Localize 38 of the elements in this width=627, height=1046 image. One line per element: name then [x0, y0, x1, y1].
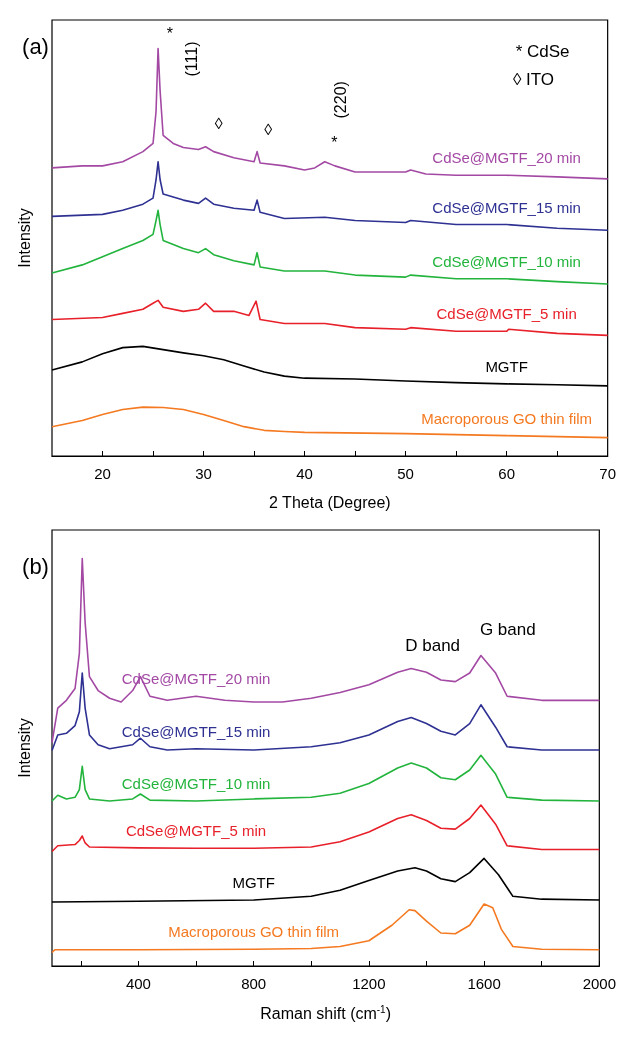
series-label: CdSe@MGTF_15 min: [432, 198, 581, 216]
x-tick-label: 30: [195, 465, 212, 482]
series-label: MGTF: [232, 873, 275, 891]
series-label: CdSe@MGTF_20 min: [432, 149, 581, 167]
x-tick-label: 800: [241, 975, 267, 992]
annotation: (111): [182, 41, 200, 77]
annotation: (220): [332, 81, 350, 119]
text: *: [166, 25, 174, 42]
annotation: ◊: [264, 120, 273, 138]
x-tick-label: 2000: [582, 975, 616, 992]
x-tick-label: 1600: [467, 975, 501, 992]
annotation: * CdSe: [515, 41, 570, 61]
series-label: CdSe@MGTF_5 min: [125, 822, 267, 840]
annotation: ◊: [214, 115, 223, 133]
annotation: D band: [405, 636, 461, 655]
annotation: *: [331, 133, 338, 151]
x-tick-label: 20: [94, 465, 111, 482]
x-tick-label: 1200: [352, 975, 386, 992]
annotation: G band: [479, 619, 536, 639]
x-tick-label: 50: [397, 465, 414, 482]
series-label: CdSe@MGTF_15 min: [121, 722, 271, 740]
x-tick-label: 60: [498, 465, 515, 482]
series-label: CdSe@MGTF_10 min: [432, 252, 581, 270]
x-tick-label: 400: [125, 975, 151, 992]
series-label: Macroporous GO thin film: [421, 409, 593, 427]
x-tick-label: 70: [599, 465, 616, 482]
text: (a): [22, 33, 49, 59]
series-label: CdSe@MGTF_5 min: [436, 305, 577, 323]
text: (b): [22, 553, 49, 579]
y-axis-title: Intensity: [15, 208, 33, 268]
series-label: CdSe@MGTF_10 min: [121, 774, 271, 792]
x-tick-label: 40: [296, 465, 313, 482]
x-axis-title: 2 Theta (Degree): [269, 493, 391, 511]
y-axis-title: Intensity: [15, 718, 33, 778]
annotation: ◊ ITO: [512, 69, 555, 89]
series-label: MGTF: [485, 357, 528, 375]
series-label: Macroporous GO thin film: [168, 923, 340, 941]
series-label: CdSe@MGTF_20 min: [121, 670, 271, 688]
